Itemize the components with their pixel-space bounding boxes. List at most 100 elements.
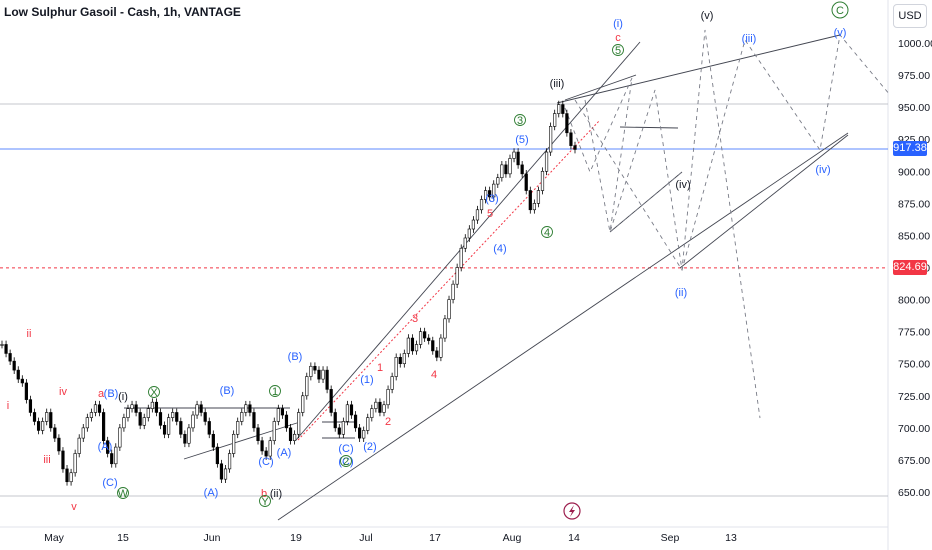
candle-body bbox=[280, 408, 285, 416]
candle-body bbox=[65, 468, 69, 483]
candle-body bbox=[492, 183, 496, 198]
candle-body bbox=[540, 170, 545, 191]
wave-label: (A) bbox=[98, 441, 113, 453]
candle-body bbox=[142, 417, 146, 426]
wave-label: (iv) bbox=[675, 179, 690, 191]
candle-body bbox=[20, 378, 24, 384]
candle-body bbox=[248, 404, 252, 413]
wave-label-ring bbox=[612, 44, 624, 56]
candle-body bbox=[252, 412, 256, 429]
candle-body bbox=[110, 453, 114, 465]
x-tick-label: May bbox=[44, 532, 65, 544]
wave-label: (A) bbox=[204, 487, 219, 499]
y-tick-label: 975.00 bbox=[898, 70, 930, 82]
candle-body bbox=[171, 412, 175, 418]
candle-body bbox=[219, 463, 224, 480]
candle-body bbox=[520, 164, 524, 175]
candle-body bbox=[382, 404, 386, 413]
wave-label: C bbox=[836, 5, 844, 17]
candle-body bbox=[512, 151, 516, 159]
candle-body bbox=[227, 453, 232, 470]
candle-body bbox=[24, 382, 28, 400]
wave-label: (C) bbox=[102, 477, 117, 489]
candle-body bbox=[89, 412, 94, 418]
projection-path bbox=[574, 33, 891, 272]
candle-body bbox=[345, 404, 350, 422]
wave-label-ring bbox=[514, 114, 526, 126]
candle-body bbox=[118, 427, 122, 448]
median-line bbox=[297, 119, 601, 441]
candle-body bbox=[528, 190, 532, 211]
wave-label: 1 bbox=[377, 362, 383, 374]
y-tick-label: 700.00 bbox=[898, 423, 930, 435]
projection-path bbox=[564, 77, 683, 234]
wave-label-ring bbox=[117, 487, 129, 499]
candle-body bbox=[12, 360, 16, 371]
candle-body bbox=[179, 421, 183, 435]
candle-body bbox=[183, 433, 187, 444]
candle-body bbox=[483, 190, 488, 200]
wave-label: (C) bbox=[258, 456, 273, 468]
time-axis: May 15 Jun 19 Jul 17 Aug 14 Sep 13 bbox=[44, 532, 737, 544]
candle-body bbox=[61, 450, 65, 470]
candle-body bbox=[496, 177, 500, 185]
candle-body bbox=[203, 412, 207, 422]
candle-body bbox=[146, 408, 150, 418]
candle-body bbox=[93, 404, 98, 413]
trend-line bbox=[679, 134, 849, 269]
candle-body bbox=[85, 417, 89, 429]
candle-body bbox=[569, 132, 573, 146]
candle-body bbox=[101, 412, 106, 441]
candle-body bbox=[284, 414, 289, 429]
candle-body bbox=[532, 203, 536, 211]
candle-body bbox=[366, 417, 370, 431]
candle-body bbox=[0, 344, 4, 346]
candle-body bbox=[260, 440, 264, 452]
candle-body bbox=[41, 421, 45, 431]
candle-body bbox=[175, 412, 179, 422]
y-tick-label: 800.00 bbox=[898, 295, 930, 307]
currency-selector[interactable]: USD bbox=[893, 4, 927, 28]
candle-body bbox=[187, 427, 191, 444]
candle-body bbox=[370, 408, 374, 418]
candle-body bbox=[337, 427, 341, 435]
wave-label: 5 bbox=[615, 45, 621, 57]
x-tick-label: 13 bbox=[725, 532, 737, 544]
candle-body bbox=[504, 164, 508, 175]
wave-labels: iiiviiiivab(B)(A)(C)(i)(ii)XWY(B)(A)(C)(… bbox=[7, 1, 849, 520]
candle-body bbox=[114, 446, 118, 465]
projection-path bbox=[584, 29, 761, 419]
candle-body bbox=[292, 433, 297, 441]
lightning-icon bbox=[563, 502, 581, 520]
wave-label: b bbox=[261, 488, 267, 500]
candle-body bbox=[305, 376, 309, 397]
candle-body bbox=[244, 404, 248, 413]
wave-label: (5) bbox=[515, 134, 528, 146]
candle-body bbox=[443, 318, 447, 339]
candle-body bbox=[406, 337, 410, 354]
wave-label: 5 bbox=[487, 208, 493, 220]
wave-label: 4 bbox=[431, 369, 437, 381]
wave-label: (4) bbox=[493, 243, 506, 255]
candle-body bbox=[16, 369, 20, 380]
candle-body bbox=[240, 412, 244, 422]
x-tick-label: Jun bbox=[204, 532, 221, 544]
candle-body bbox=[154, 401, 159, 413]
trend-channels bbox=[124, 29, 891, 521]
candle-body bbox=[268, 440, 272, 457]
x-tick-label: Sep bbox=[661, 532, 680, 544]
candle-body bbox=[49, 412, 53, 429]
wave-label: 2 bbox=[385, 416, 391, 428]
trend-line bbox=[295, 41, 641, 441]
candle-body bbox=[394, 356, 398, 377]
y-tick-label: 900.00 bbox=[898, 166, 930, 178]
y-tick-label: 725.00 bbox=[898, 391, 930, 403]
candle-body bbox=[4, 344, 8, 354]
candle-body bbox=[45, 412, 49, 422]
candle-body bbox=[439, 337, 443, 358]
candle-body bbox=[8, 353, 12, 362]
candle-body bbox=[341, 421, 345, 435]
candle-body bbox=[199, 404, 203, 413]
candle-body bbox=[353, 414, 358, 429]
